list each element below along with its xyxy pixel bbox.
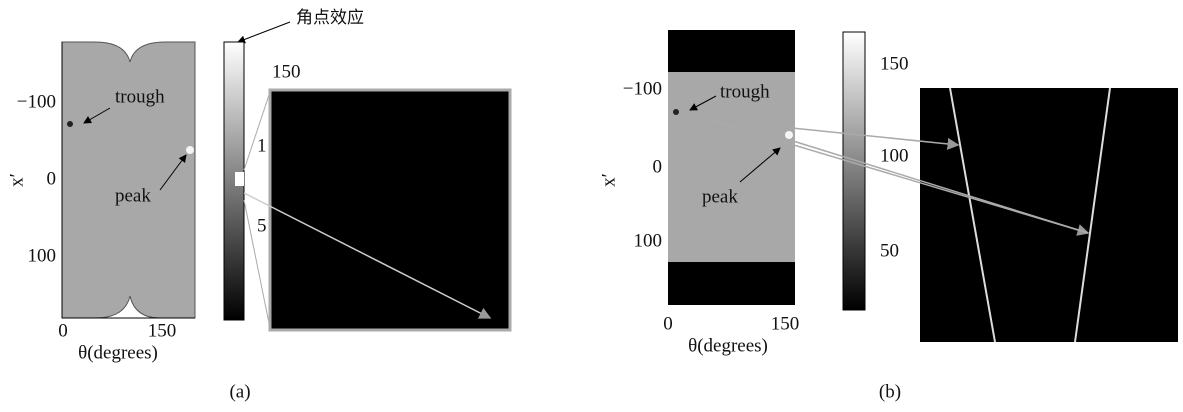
arrow [237, 21, 291, 44]
arrow [159, 154, 187, 191]
colorbar-tick-label: 100 [880, 145, 909, 166]
annotation: 角点效应 [296, 8, 364, 28]
colorbar-tick-label: 1 [257, 135, 267, 156]
annotation: peak [702, 186, 738, 207]
colorbar [842, 31, 866, 311]
annotation: trough [720, 81, 770, 102]
colorbar-tick-label: 150 [272, 61, 301, 82]
inset [268, 88, 512, 332]
peak-spot [785, 131, 793, 139]
arrow [739, 147, 781, 183]
x-tick-label: 0 [663, 313, 673, 334]
arrow [243, 199, 271, 329]
y-tick-label: 0 [653, 156, 663, 177]
peak-spot [186, 146, 194, 154]
y-tick-label: 100 [634, 230, 663, 251]
y-label: x′ [6, 173, 27, 187]
y-tick-label: 0 [47, 168, 57, 189]
y-tick-label: −100 [623, 78, 662, 99]
arrow [791, 127, 960, 150]
arrow [789, 139, 1089, 234]
colorbar-tick-label: 5 [257, 215, 267, 236]
line-feature [949, 87, 996, 343]
y-tick-label: −100 [17, 91, 56, 112]
trough-spot [673, 109, 679, 115]
colorbar-tick-label: 50 [880, 240, 899, 261]
x-tick-label: 150 [771, 313, 800, 334]
arrow [243, 192, 492, 319]
x-label: θ(degrees) [688, 335, 768, 356]
inset [920, 88, 1178, 342]
y-tick-label: 100 [28, 245, 57, 266]
annotation: peak [115, 185, 151, 206]
x-tick-label: 0 [58, 320, 68, 341]
arrow [83, 107, 111, 124]
caption: (a) [229, 381, 250, 402]
sinogram-a [61, 41, 196, 319]
x-tick-label: 150 [148, 320, 177, 341]
arrow [689, 95, 717, 111]
annotation: trough [115, 86, 165, 107]
colorbar-tick-label: 150 [880, 53, 909, 74]
arrow [243, 91, 271, 171]
x-label: θ(degrees) [78, 342, 158, 363]
line-feature [1074, 87, 1111, 343]
caption: (b) [879, 381, 901, 402]
arrow [689, 113, 1090, 236]
y-label: x′ [598, 173, 619, 187]
colorbar-mark [235, 172, 244, 186]
trough-spot [67, 121, 73, 127]
